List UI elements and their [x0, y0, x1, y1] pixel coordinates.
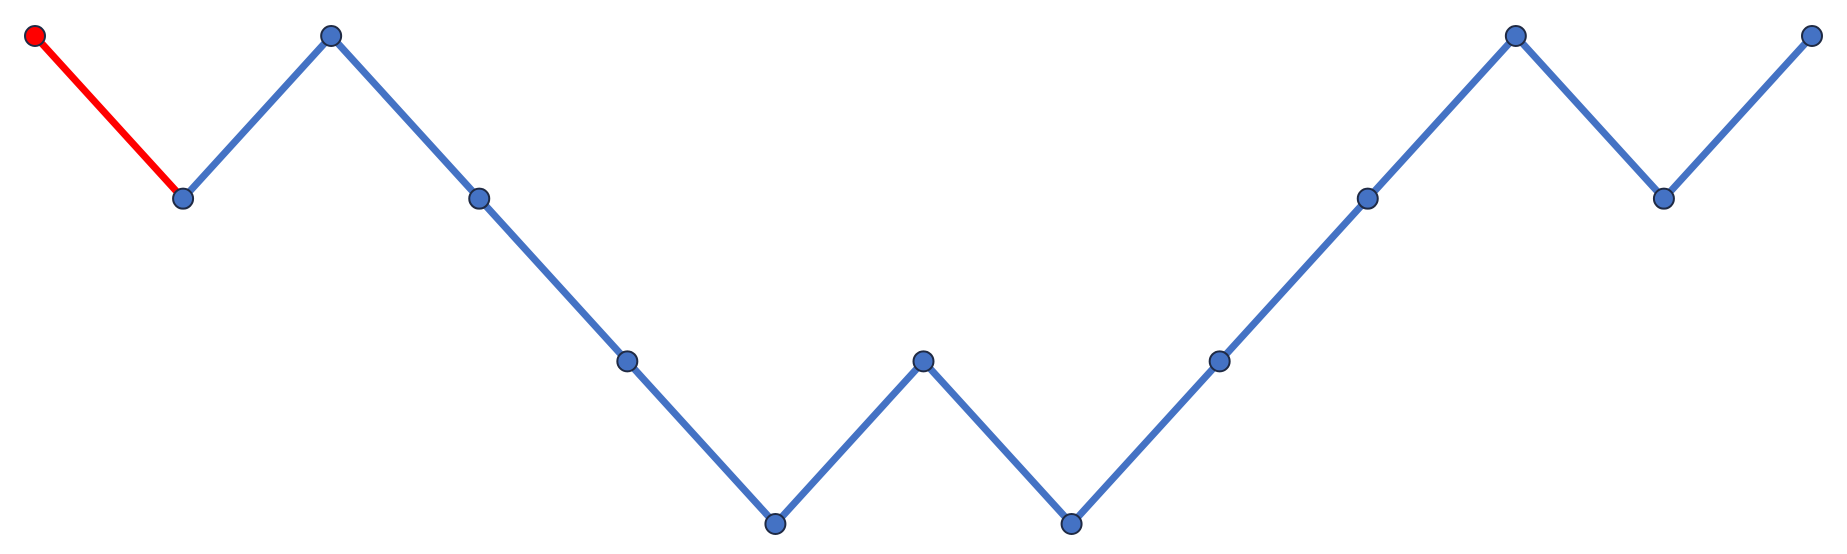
path-point-marker: [1652, 187, 1675, 210]
path-point-marker: [320, 25, 343, 47]
path-point-marker: [1208, 350, 1231, 373]
path-segment: [179, 32, 335, 203]
path-segment: [1068, 357, 1224, 528]
start-point-marker: [24, 25, 46, 47]
path-segment: [327, 32, 483, 203]
path-point-marker: [1060, 513, 1083, 535]
path-segment: [1216, 195, 1372, 365]
path-segment: [1660, 32, 1816, 203]
path-point-marker: [764, 513, 787, 535]
path-segments: [31, 32, 1816, 528]
path-point-marker: [1801, 25, 1823, 47]
highlighted-segment: [31, 32, 187, 203]
path-markers: [24, 25, 1823, 535]
path-point-marker: [912, 350, 935, 373]
path-segment: [920, 357, 1076, 528]
path-segment: [771, 357, 927, 528]
path-point-marker: [1504, 25, 1527, 47]
path-segment: [475, 195, 631, 365]
path-point-marker: [468, 187, 491, 210]
path-segment: [1512, 32, 1668, 203]
path-point-marker: [1356, 187, 1379, 210]
path-point-marker: [616, 350, 639, 373]
path-point-marker: [172, 187, 195, 210]
path-segment: [623, 357, 779, 528]
path-segment: [1364, 32, 1520, 203]
